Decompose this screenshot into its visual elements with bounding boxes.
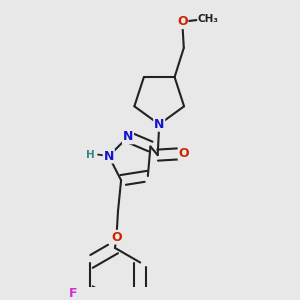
Text: CH₃: CH₃ (198, 14, 219, 24)
Text: O: O (111, 231, 122, 244)
Text: H: H (86, 150, 95, 160)
Text: F: F (68, 287, 77, 300)
Text: N: N (123, 130, 133, 143)
Text: O: O (178, 147, 189, 160)
Text: N: N (103, 150, 114, 163)
Text: N: N (154, 118, 164, 131)
Text: O: O (177, 15, 188, 28)
